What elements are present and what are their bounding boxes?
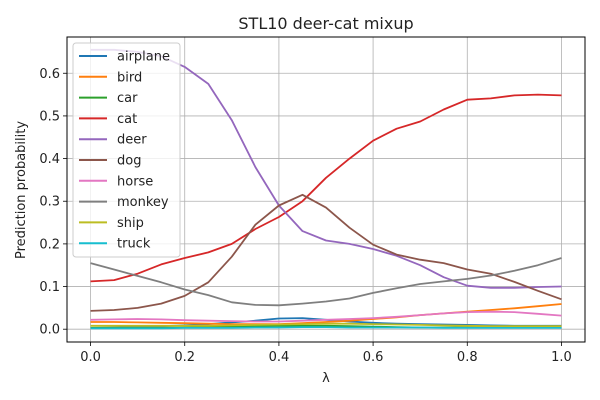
x-tick-label: 0.4	[269, 350, 290, 365]
legend-label-car: car	[117, 91, 138, 106]
legend-label-deer: deer	[117, 133, 147, 148]
y-tick-label: 0.3	[39, 195, 60, 210]
legend: airplane bird car cat deer dog horse monkey ship…	[72, 42, 181, 258]
y-tick-label: 0.4	[39, 152, 60, 167]
chart-title: STL10 deer-cat mixup	[238, 14, 413, 33]
series-line-bird	[90, 303, 562, 326]
y-tick-label: 0.0	[39, 323, 60, 338]
x-tick-label: 0.0	[80, 350, 101, 365]
y-axis-label: Prediction probability	[14, 121, 29, 259]
legend-box	[72, 42, 181, 258]
y-tick-label: 0.1	[39, 280, 60, 295]
y-tick-label: 0.6	[39, 67, 60, 82]
legend-label-ship: ship	[117, 216, 144, 231]
series-line-cat	[90, 93, 562, 283]
legend-label-truck: truck	[117, 237, 151, 252]
legend-label-bird: bird	[117, 70, 142, 85]
series-line-truck	[90, 326, 562, 330]
x-tick-label: 1.0	[551, 350, 572, 365]
legend-label-horse: horse	[117, 174, 153, 189]
y-tick-label: 0.2	[39, 237, 60, 252]
plot-frame	[66, 36, 586, 343]
x-axis-label: λ	[322, 371, 330, 386]
series-line-ship	[90, 322, 562, 328]
series-line-horse	[90, 310, 562, 323]
legend-label-dog: dog	[117, 154, 141, 169]
axis-ticks: 0.0 0.2 0.4 0.6 0.8 1.0 0.0 0.1 0.2 0.3 0.4 0.5 0.6	[39, 67, 571, 365]
x-tick-label: 0.8	[457, 350, 478, 365]
y-tick-label: 0.5	[39, 109, 60, 124]
legend-label-monkey: monkey	[117, 195, 169, 210]
series-line-dog	[90, 193, 562, 312]
series-line-monkey	[90, 257, 562, 307]
x-tick-label: 0.2	[174, 350, 195, 365]
legend-label-cat: cat	[117, 112, 137, 127]
legend-label-airplane: airplane	[117, 50, 170, 65]
x-tick-label: 0.6	[363, 350, 384, 365]
